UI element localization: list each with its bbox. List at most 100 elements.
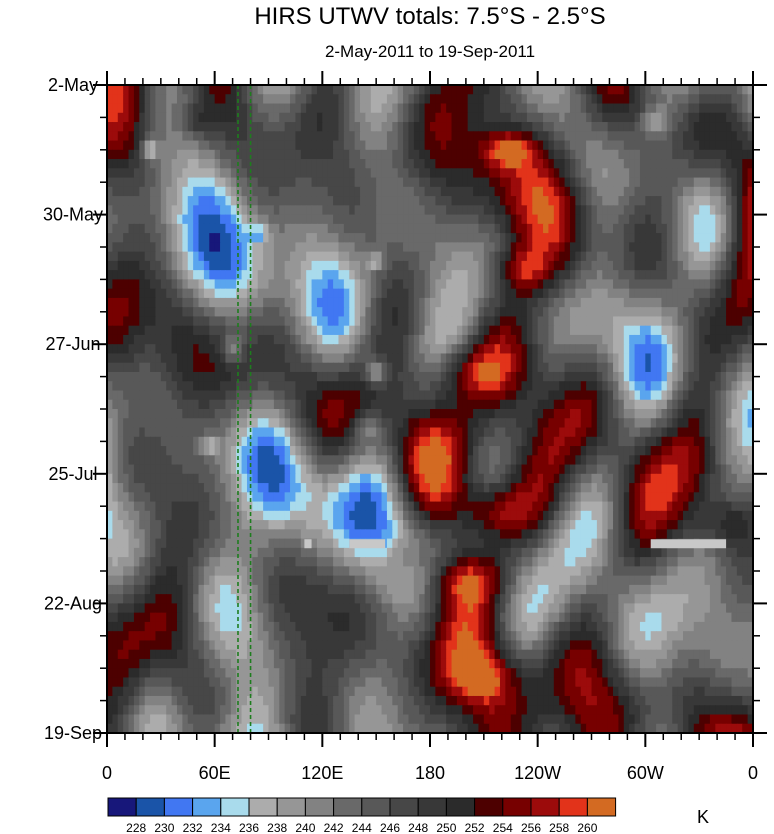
field-cell: [187, 103, 194, 114]
field-cell: [408, 122, 415, 132]
field-cell: [731, 371, 738, 382]
field-cell: [650, 177, 657, 188]
field-cell: [489, 288, 496, 299]
field-cell: [435, 409, 442, 419]
field-cell: [343, 409, 350, 419]
field-cell: [338, 436, 345, 447]
field-cell: [505, 196, 512, 206]
field-cell: [440, 409, 447, 419]
field-cell: [327, 436, 334, 447]
field-cell: [263, 418, 270, 429]
field-cell: [462, 103, 469, 114]
field-cell: [629, 297, 636, 308]
field-cell: [462, 205, 469, 216]
field-cell: [112, 399, 119, 410]
field-cell: [333, 242, 340, 253]
field-cell: [354, 94, 361, 105]
field-cell: [386, 233, 393, 243]
field-cell: [672, 85, 679, 95]
field-cell: [650, 409, 657, 419]
field-cell: [661, 196, 668, 206]
field-cell: [279, 270, 286, 280]
field-cell: [596, 446, 603, 456]
field-cell: [349, 159, 356, 169]
field-cell: [133, 325, 140, 336]
field-cell: [521, 94, 528, 105]
field-cell: [139, 186, 146, 197]
field-cell: [693, 427, 700, 438]
field-cell: [117, 112, 124, 123]
field-cell: [634, 409, 641, 419]
field-cell: [182, 436, 189, 447]
field-cell: [311, 362, 318, 373]
field-cell: [214, 242, 221, 253]
field-cell: [311, 325, 318, 336]
field-cell: [214, 334, 221, 345]
field-cell: [537, 371, 544, 382]
field-cell: [467, 316, 474, 327]
field-cell: [171, 381, 178, 392]
field-cell: [155, 381, 162, 392]
field-cell: [467, 140, 474, 151]
field-cell: [661, 418, 668, 429]
field-cell: [591, 168, 598, 179]
field-cell: [688, 214, 695, 225]
field-cell: [322, 418, 329, 429]
field-cell: [537, 214, 544, 225]
field-cell: [569, 103, 576, 114]
field-cell: [553, 260, 560, 271]
field-cell: [193, 112, 200, 123]
field-cell: [742, 260, 749, 271]
field-cell: [564, 381, 571, 392]
field-cell: [133, 214, 140, 225]
field-cell: [311, 177, 318, 188]
field-cell: [537, 168, 544, 179]
field-cell: [661, 297, 668, 308]
field-cell: [629, 223, 636, 234]
field-cell: [349, 307, 356, 318]
field-cell: [446, 159, 453, 169]
field-cell: [602, 353, 609, 364]
field-cell: [360, 455, 366, 466]
field-cell: [440, 260, 447, 271]
field-cell: [349, 205, 356, 216]
field-cell: [505, 94, 512, 105]
field-cell: [747, 381, 754, 392]
field-cell: [629, 362, 636, 373]
field-cell: [327, 381, 334, 392]
field-cell: [209, 362, 216, 373]
field-cell: [467, 149, 474, 160]
field-cell: [241, 344, 248, 355]
field-cell: [726, 122, 733, 132]
field-cell: [709, 399, 716, 410]
field-cell: [564, 399, 571, 410]
field-cell: [343, 362, 350, 373]
field-cell: [386, 418, 393, 429]
field-cell: [316, 214, 323, 225]
field-cell: [144, 381, 151, 392]
field-cell: [666, 168, 673, 179]
field-cell: [607, 251, 614, 262]
field-cell: [564, 325, 571, 336]
field-cell: [747, 251, 754, 262]
field-cell: [112, 418, 119, 429]
field-cell: [446, 316, 453, 327]
field-cell: [349, 297, 356, 308]
field-cell: [241, 186, 248, 197]
field-cell: [343, 455, 350, 466]
field-cell: [176, 288, 183, 299]
field-cell: [650, 122, 657, 132]
field-cell: [327, 464, 334, 475]
field-cell: [629, 186, 636, 197]
field-cell: [343, 186, 350, 197]
field-cell: [160, 94, 167, 105]
field-cell: [290, 196, 297, 206]
field-cell: [171, 307, 178, 318]
field-cell: [564, 334, 571, 345]
field-cell: [478, 103, 485, 114]
field-cell: [230, 205, 237, 216]
field-cell: [543, 399, 550, 410]
field-cell: [252, 362, 259, 373]
field-cell: [494, 344, 501, 355]
field-cell: [284, 446, 291, 456]
